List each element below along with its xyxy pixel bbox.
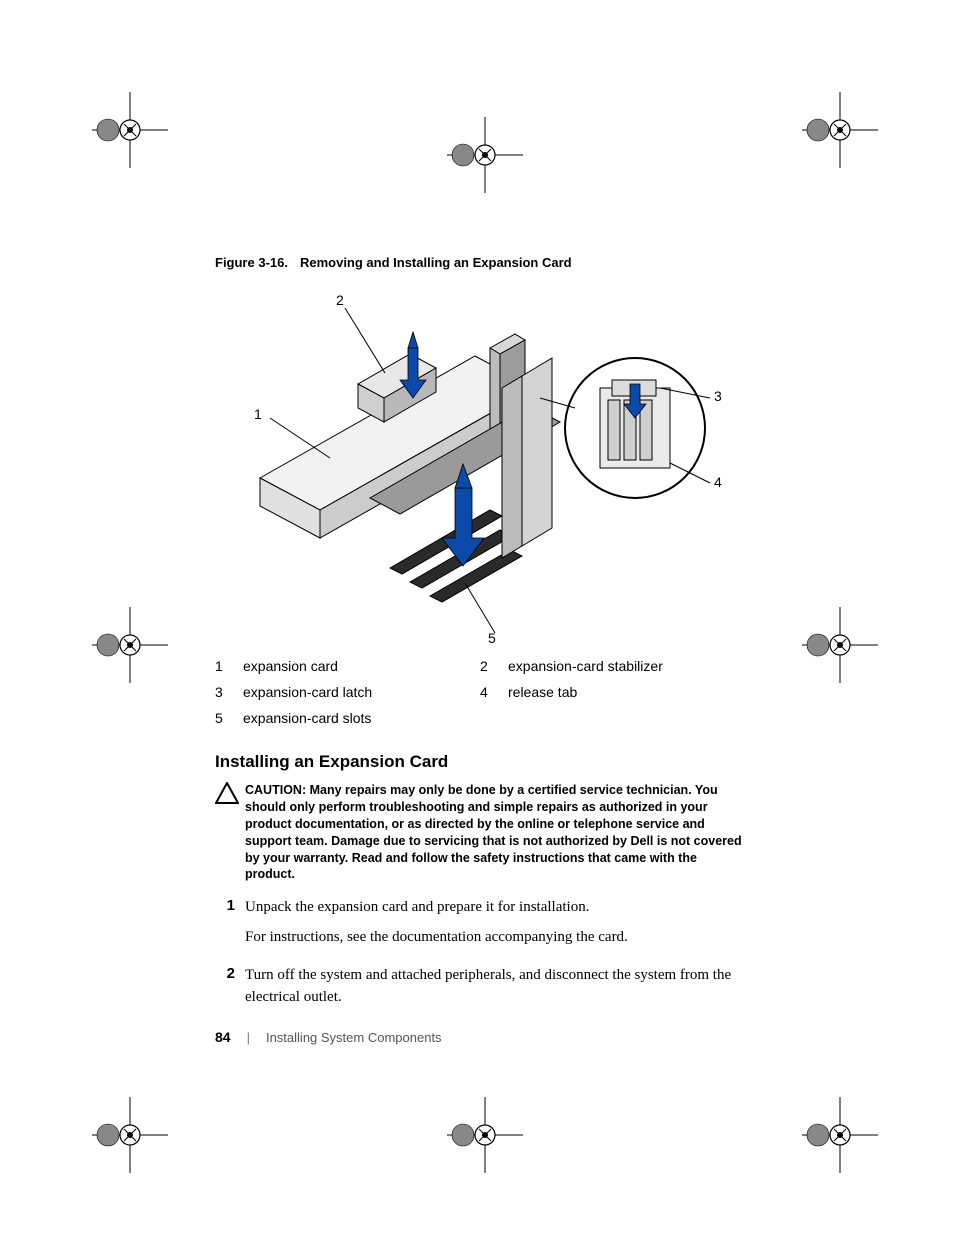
legend-num: 2 [480,658,508,674]
figure-caption: Figure 3-16. Removing and Installing an E… [215,255,745,270]
step-number: 1 [215,897,245,957]
page-content: Figure 3-16. Removing and Installing an E… [215,255,745,1024]
figure-number: Figure 3-16. [215,255,288,270]
legend-num: 3 [215,684,243,700]
registration-mark-icon [800,605,880,690]
caution-icon [215,782,245,883]
callout-2: 2 [336,292,344,308]
registration-mark-icon [90,1095,170,1180]
figure-diagram: 1 2 3 4 5 [240,288,720,648]
caution-body: Many repairs may only be done by a certi… [245,783,742,881]
caution-text: CAUTION: Many repairs may only be done b… [245,782,745,883]
legend-text: expansion-card stabilizer [508,658,745,674]
list-item: 1 Unpack the expansion card and prepare … [215,897,745,957]
chapter-title: Installing System Components [266,1030,442,1045]
callout-5: 5 [488,630,496,646]
legend-num: 4 [480,684,508,700]
step-number: 2 [215,965,245,1017]
caution-block: CAUTION: Many repairs may only be done b… [215,782,745,883]
callout-3: 3 [714,388,722,404]
registration-mark-icon [90,605,170,690]
page-footer: 84 | Installing System Components [215,1029,442,1045]
page-number: 84 [215,1029,231,1045]
legend-text: expansion-card slots [243,710,480,726]
legend-text: expansion card [243,658,480,674]
legend-text: release tab [508,684,745,700]
ordered-steps: 1 Unpack the expansion card and prepare … [215,897,745,1016]
section-heading: Installing an Expansion Card [215,752,745,772]
registration-mark-icon [90,90,170,175]
registration-mark-icon [800,1095,880,1180]
callout-1: 1 [254,406,262,422]
list-item: 2 Turn off the system and attached perip… [215,965,745,1017]
legend-text: expansion-card latch [243,684,480,700]
registration-mark-icon [445,1095,525,1180]
registration-mark-icon [445,115,525,200]
figure-legend: 1expansion card 2expansion-card stabiliz… [215,658,745,726]
step-text: Turn off the system and attached periphe… [245,965,745,1009]
legend-num: 1 [215,658,243,674]
step-text: Unpack the expansion card and prepare it… [245,897,745,919]
legend-num: 5 [215,710,243,726]
caution-label: CAUTION: [245,783,310,797]
registration-mark-icon [800,90,880,175]
step-text: For instructions, see the documentation … [245,927,745,949]
callout-4: 4 [714,474,722,490]
figure-title: Removing and Installing an Expansion Car… [300,255,572,270]
footer-separator: | [247,1030,250,1045]
